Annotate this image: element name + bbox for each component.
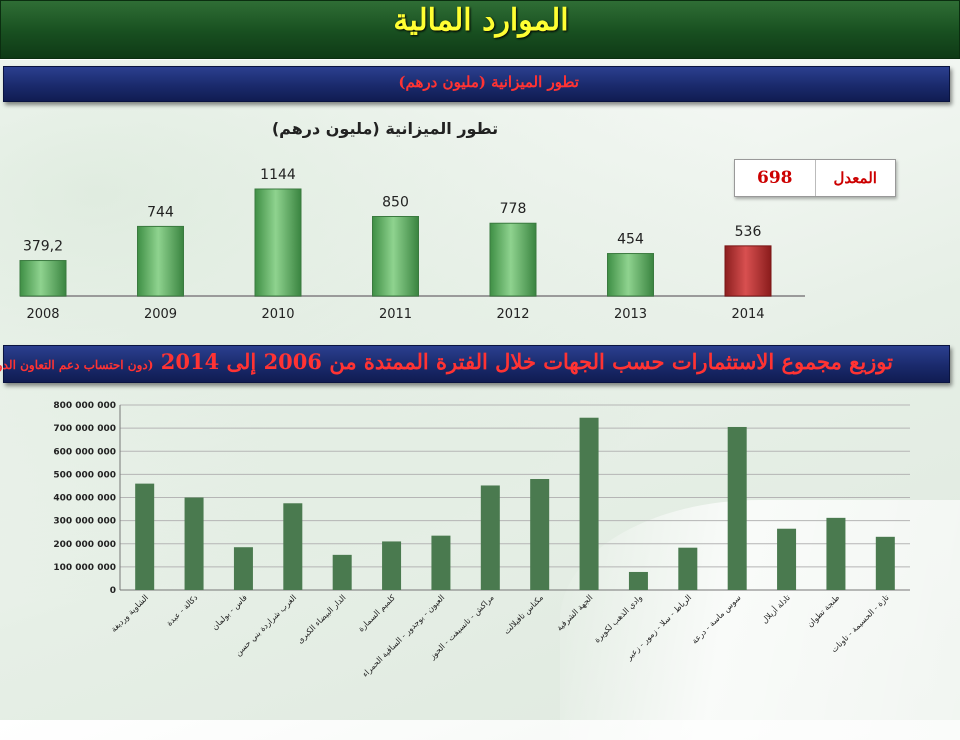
budget-bar	[489, 222, 537, 297]
investment-region-label: تادلة أزيلال	[759, 592, 792, 625]
budget-value-label: 379,2	[23, 239, 63, 255]
section-note: (دون احتساب دعم التعاون الدولي)	[0, 358, 154, 372]
investment-bar	[826, 517, 846, 590]
budget-value-label: 778	[500, 201, 527, 217]
section-title-investments-text: توزيع مجموع الاستثمارات حسب الجهات خلال …	[160, 349, 893, 374]
investment-region-label: الجهة الشرقية	[555, 593, 595, 633]
investment-region-label: وادي الذهب لكويرة	[592, 593, 644, 645]
investment-region-label: الدار البيضاء الكبرى	[295, 593, 347, 645]
budget-chart-title: تطور الميزانية (مليون درهم)	[271, 119, 499, 138]
budget-bar	[19, 260, 67, 297]
section-header-investments: توزيع مجموع الاستثمارات حسب الجهات خلال …	[0, 345, 950, 383]
budget-bar	[724, 245, 772, 297]
investment-bar	[332, 554, 352, 590]
budget-value-label: 536	[735, 224, 762, 240]
investment-bar	[480, 485, 500, 590]
budget-value-label: 744	[147, 204, 174, 220]
budget-bar	[372, 215, 419, 297]
investment-ytick-label: 200 000 000	[53, 540, 116, 550]
budget-bar	[137, 225, 184, 297]
investment-region-label: دكالة - عبدة	[165, 593, 200, 628]
investment-bar	[233, 547, 253, 590]
charts-canvas: 379,2 2008 744 2009 1144 2010 850 2011 778 2012 45…	[19, 167, 910, 679]
investment-bar	[678, 547, 698, 590]
investment-region-label: تازة - الحسيمة - تاونات	[829, 593, 890, 654]
investment-ytick-label: 800 000 000	[53, 401, 116, 411]
investment-bar	[135, 483, 155, 590]
average-value: 698	[735, 160, 816, 196]
investment-ytick-label: 500 000 000	[53, 470, 116, 480]
budget-value-label: 850	[382, 194, 409, 210]
investment-ytick-label: 300 000 000	[53, 517, 116, 527]
section-header-budget: تطور الميزانية (مليون درهم)	[3, 66, 950, 102]
budget-year-label: 2009	[144, 307, 177, 322]
average-box: 698 المعدل	[734, 159, 896, 197]
investment-chart: 0 100 000 000 200 000 000 300 000 000 400 00…	[53, 401, 910, 679]
investment-region-label: سوس ماسة - درعة	[690, 593, 743, 646]
investment-ytick-label: 0	[110, 586, 116, 596]
average-label: المعدل	[833, 169, 877, 187]
title-bar: الموارد المالية	[0, 0, 960, 59]
investment-region-label: مكناس تافيلالت	[502, 593, 545, 636]
investment-bar	[579, 417, 599, 590]
investment-bar	[184, 497, 204, 590]
budget-value-label: 1144	[260, 167, 296, 183]
page-title: الموارد المالية	[393, 3, 569, 38]
budget-year-label: 2012	[496, 307, 529, 322]
budget-year-label: 2010	[261, 307, 294, 322]
budget-value-label: 454	[617, 232, 644, 248]
investment-bar	[727, 426, 747, 590]
investment-bar	[382, 541, 402, 590]
budget-bar	[607, 253, 654, 297]
investment-bar	[283, 503, 303, 590]
investment-ytick-label: 400 000 000	[53, 494, 116, 504]
investment-bar	[530, 479, 550, 590]
budget-year-label: 2013	[614, 307, 647, 322]
investment-bar	[875, 536, 895, 590]
investment-ytick-label: 100 000 000	[53, 563, 116, 573]
investment-bar	[628, 571, 648, 590]
investment-region-label: كلميم السمارة	[356, 593, 397, 634]
investment-region-label: طنجة تطوان	[805, 593, 841, 629]
budget-year-label: 2014	[731, 307, 764, 322]
investment-region-label: العيون - بوجدور - الساقية الحمراء	[361, 593, 447, 679]
investment-bar	[777, 528, 797, 590]
budget-chart: 379,2 2008 744 2009 1144 2010 850 2011 778 2012 45…	[19, 167, 805, 322]
investment-region-label: الشاوية ورديغة	[109, 593, 150, 634]
investment-bar	[431, 535, 451, 590]
investment-region-label: فاس - بولمان	[210, 593, 249, 632]
investment-ytick-label: 700 000 000	[53, 424, 116, 434]
budget-year-label: 2008	[26, 307, 59, 322]
budget-bar	[254, 188, 302, 297]
investment-ytick-label: 600 000 000	[53, 447, 116, 457]
section-title-budget: تطور الميزانية (مليون درهم)	[398, 73, 579, 91]
section-title-investments: توزيع مجموع الاستثمارات حسب الجهات خلال …	[0, 349, 893, 374]
budget-year-label: 2011	[379, 307, 412, 322]
